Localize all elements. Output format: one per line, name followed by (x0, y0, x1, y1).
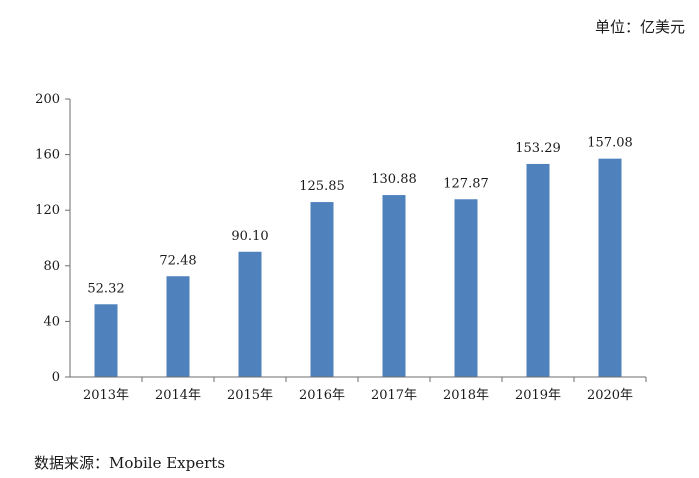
data-label-1: 52.32 (87, 281, 124, 296)
data-label-6: 127.87 (443, 176, 489, 191)
y-tick-label: 40 (43, 314, 60, 329)
x-tick-label: 2018年 (443, 388, 489, 403)
y-axis: 0 40 80 120 160 200 (35, 92, 71, 385)
bar-2 (166, 276, 190, 377)
y-tick-label: 200 (35, 92, 60, 107)
y-tick-label: 80 (43, 259, 60, 274)
bar-6 (454, 199, 478, 377)
data-label-8: 157.08 (587, 136, 633, 151)
unit-label: 单位：亿美元 (594, 18, 685, 36)
x-tick-label: 2020年 (587, 388, 633, 403)
source-label: 数据来源：Mobile Experts (34, 454, 226, 472)
bar-3 (238, 251, 262, 377)
data-label-7: 153.29 (515, 141, 561, 156)
y-tick-label: 160 (35, 148, 60, 163)
data-label-5: 130.88 (371, 172, 417, 187)
y-tick-label: 0 (52, 370, 60, 385)
bar-5 (382, 195, 406, 377)
data-label-2: 72.48 (159, 253, 196, 268)
bar-8 (598, 158, 622, 377)
x-tick-label: 2019年 (515, 388, 561, 403)
x-tick-label: 2013年 (83, 388, 129, 403)
bar-4 (310, 202, 334, 377)
bar-1 (94, 304, 118, 377)
x-tick-label: 2017年 (371, 388, 417, 403)
x-tick-label: 2015年 (227, 388, 273, 403)
bars: 52.32 72.48 90.10 125.85 130.88 127.87 153.29 1… (87, 136, 633, 377)
x-tick-label: 2016年 (299, 388, 345, 403)
data-label-4: 125.85 (299, 179, 345, 194)
y-tick-label: 120 (35, 203, 60, 218)
data-label-3: 90.10 (231, 229, 268, 244)
bar-7 (526, 163, 550, 377)
x-axis: 2013年 2014年 2015年 2016年 2017年 2018年 2019年 2020年 (70, 376, 647, 403)
x-tick-label: 2014年 (155, 388, 201, 403)
